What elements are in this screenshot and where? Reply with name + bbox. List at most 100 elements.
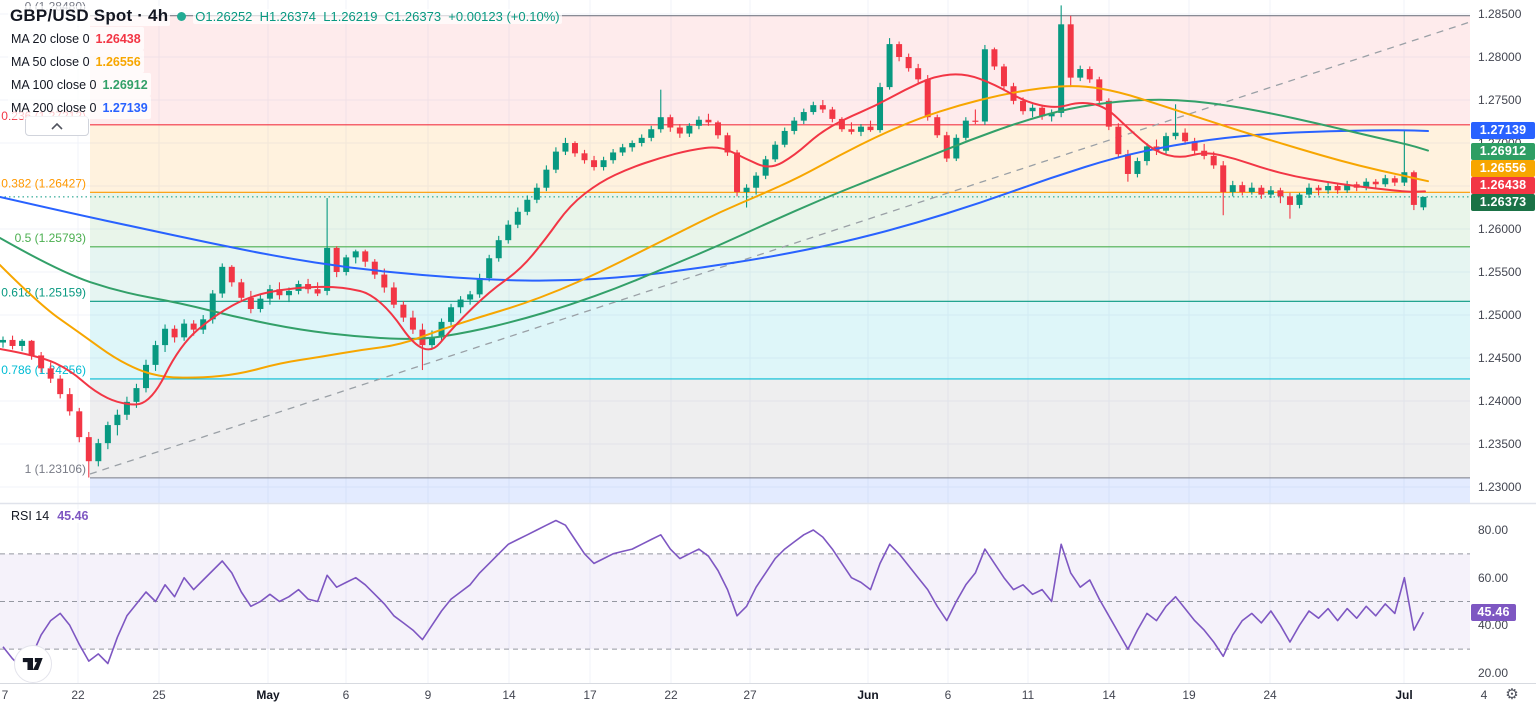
candle-up [600,160,607,168]
ma-legend-rows: MA 20 close 0 1.26438 MA 50 close 0 1.26556… [8,27,562,119]
fib-band [90,15,1470,125]
candle-up [1344,184,1351,191]
candle-down [276,289,283,296]
candle-up [514,211,521,225]
candle-up [743,187,750,193]
candle-up [610,152,617,161]
rsi-value-badge: 45.46 [1471,603,1516,621]
candle-up [638,137,645,143]
candle-up [181,323,188,338]
candle-up [695,119,702,126]
candle-up [133,388,140,402]
candle-down [381,274,388,288]
candle-up [1143,146,1150,162]
candle-down [915,68,922,80]
candle-up [257,298,264,309]
candle-up [486,258,493,279]
candle-up [953,137,960,159]
candle-down [390,287,397,305]
price-axis-label: 1.23000 [1478,480,1522,494]
time-axis-label: 11 [1021,688,1035,702]
fib-level-label: 0.382 (1.26427) [1,176,86,190]
candle-up [753,175,760,188]
tradingview-logo-icon [22,658,43,670]
time-axis-label: 7 [1,688,9,702]
candle-down [409,317,416,330]
candle-down [1391,178,1398,183]
candle-up [448,307,455,322]
ma-legend-row[interactable]: MA 200 close 0 1.27139 [8,96,151,119]
candle-up [781,130,788,145]
time-axis-label: 27 [743,688,757,702]
candle-up [1229,185,1236,193]
candle-up [1401,172,1408,183]
ma-legend-row[interactable]: MA 20 close 0 1.26438 [8,27,144,50]
candle-down [1124,154,1131,174]
time-axis-label: 6 [342,688,350,702]
rsi-value: 45.46 [57,509,89,523]
candle-down [591,160,598,168]
time-axis-label: 24 [1263,688,1277,702]
candle-down [1086,69,1093,80]
candle-down [1020,100,1027,112]
candle-down [9,339,16,346]
ma20-badge: 1.26438 [1471,176,1535,194]
candle-down [1096,79,1103,101]
candle-up [543,169,550,188]
fib-band [90,477,1470,503]
price-axis-label: 1.28000 [1478,50,1522,64]
candle-down [1000,66,1007,87]
candle-down [1315,187,1322,191]
candle-down [228,266,235,283]
symbol-title[interactable]: GBP/USD Spot · 4h [8,6,171,26]
candle-up [1296,194,1303,205]
candle-up [1248,187,1255,193]
price-axis-label: 1.28500 [1478,7,1522,21]
candle-down [848,129,855,132]
tradingview-logo[interactable] [14,645,52,683]
candle-down [667,117,674,128]
candle-down [1277,190,1284,197]
ma50-line [0,85,1429,379]
time-axis-label: 4 [1480,688,1488,702]
time-axis-label: Jun [857,688,879,702]
candle-up [886,44,893,88]
price-axis-label: 1.26000 [1478,222,1522,236]
candle-up [686,125,693,134]
ma-legend-label: MA 50 close 0 [11,54,90,69]
candle-up [629,143,636,148]
candle-down [714,122,721,136]
fib-level-label: 0.618 (1.25159) [1,285,86,299]
candle-down [819,105,826,110]
timezone-settings-gear-icon[interactable]: ⚙ [1505,686,1519,703]
candle-down [1258,187,1265,195]
price-axis-label: 1.25500 [1478,265,1522,279]
ma-legend-row[interactable]: MA 100 close 0 1.26912 [8,73,151,96]
fib-level-label: 0.5 (1.25793) [15,231,86,245]
candle-up [791,120,798,131]
rsi-legend[interactable]: RSI 14 45.46 [8,509,92,523]
time-axis-label: 9 [424,688,432,702]
price-axis-label: 1.24500 [1478,351,1522,365]
candle-up [1048,112,1055,117]
candle-up [657,117,664,130]
time-axis-label: Jul [1395,688,1413,702]
candle-up [457,299,464,308]
ma-legend-value: 1.26912 [102,77,148,92]
ma-legend-value: 1.26556 [95,54,141,69]
time-axis-label: 14 [502,688,516,702]
rsi-label: RSI 14 [11,509,50,523]
candle-down [924,79,931,118]
ma100-line [0,98,1429,340]
candle-up [877,87,884,131]
candle-up [1163,136,1170,151]
candle-up [552,151,559,170]
candle-up [343,257,350,272]
candle-down [896,44,903,57]
candle-down [1334,186,1341,191]
ma-legend-row[interactable]: MA 50 close 0 1.26556 [8,50,144,73]
candle-down [571,143,578,154]
rsi-pane[interactable] [0,505,1470,683]
candle-down [676,127,683,134]
